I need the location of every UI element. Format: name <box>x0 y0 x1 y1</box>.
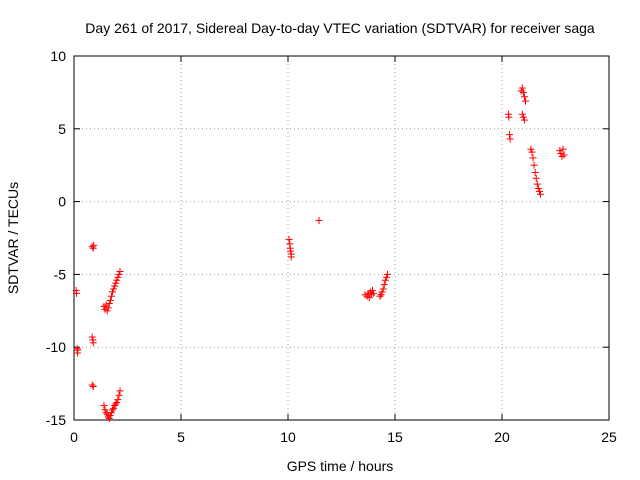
data-point <box>520 93 528 101</box>
data-point <box>100 401 108 409</box>
data-point <box>285 235 293 243</box>
axis-ticks <box>73 55 610 421</box>
data-point <box>559 145 567 153</box>
y-tick-label: 0 <box>58 194 66 210</box>
data-point <box>89 339 97 347</box>
data-point <box>106 297 114 305</box>
data-point <box>518 110 526 118</box>
data-point <box>111 282 119 290</box>
y-tick-label: 10 <box>50 48 66 64</box>
data-points <box>72 84 568 423</box>
data-point <box>287 247 295 255</box>
data-point <box>115 270 123 278</box>
data-point <box>104 304 112 312</box>
data-point <box>115 391 123 399</box>
data-point <box>107 409 115 417</box>
data-point <box>287 253 295 261</box>
data-point <box>537 190 545 198</box>
data-point <box>535 187 543 195</box>
data-point <box>505 131 513 139</box>
data-point <box>109 288 117 296</box>
data-point <box>315 217 323 225</box>
data-point <box>114 396 122 404</box>
data-point <box>381 276 389 284</box>
data-point <box>560 151 568 159</box>
data-point <box>519 113 527 121</box>
data-point <box>519 88 527 96</box>
y-tick-labels: -15 -10 -5 0 5 10 <box>46 48 66 428</box>
data-point <box>533 180 541 188</box>
data-point <box>556 147 564 155</box>
data-point <box>103 307 111 315</box>
data-point <box>518 84 526 92</box>
data-point <box>505 113 513 121</box>
data-point <box>530 161 538 169</box>
data-point <box>105 415 113 423</box>
data-point <box>110 285 118 293</box>
data-point <box>376 292 384 300</box>
data-point <box>113 276 121 284</box>
x-tick-label: 15 <box>387 429 403 445</box>
data-point <box>506 135 514 143</box>
data-point <box>105 300 113 308</box>
data-point <box>380 281 388 289</box>
y-tick-label: -10 <box>46 339 66 355</box>
data-point <box>110 404 118 412</box>
data-point <box>114 273 122 281</box>
data-point <box>101 406 109 414</box>
data-point <box>384 270 392 278</box>
x-axis-label: GPS time / hours <box>287 458 394 474</box>
data-point <box>116 267 124 275</box>
y-axis-label: SDTVAR / TECUs <box>5 182 21 294</box>
data-point <box>532 174 540 182</box>
data-point <box>529 154 537 162</box>
data-point <box>74 346 82 354</box>
plot-frame <box>73 55 610 421</box>
data-point <box>106 412 114 420</box>
y-tick-label: -15 <box>46 412 66 428</box>
data-point <box>557 150 565 158</box>
data-point <box>528 148 536 156</box>
data-point <box>107 292 115 300</box>
data-point <box>109 406 117 414</box>
data-point <box>522 97 530 105</box>
data-point <box>88 381 96 389</box>
data-point <box>379 285 387 293</box>
data-point <box>382 273 390 281</box>
x-tick-label: 0 <box>70 429 78 445</box>
data-point <box>89 383 97 391</box>
data-point <box>531 168 539 176</box>
data-point <box>88 333 96 341</box>
data-point <box>377 291 385 299</box>
data-point <box>88 243 96 251</box>
data-point <box>90 241 98 249</box>
chart-title: Day 261 of 2017, Sidereal Day-to-day VTE… <box>85 20 595 36</box>
x-tick-label: 10 <box>280 429 296 445</box>
y-tick-label: 5 <box>58 121 66 137</box>
data-point <box>112 400 120 408</box>
data-point <box>103 410 111 418</box>
x-tick-label: 20 <box>494 429 510 445</box>
grid-lines <box>74 56 609 420</box>
data-point <box>112 279 120 287</box>
data-point <box>534 184 542 192</box>
x-tick-label: 5 <box>177 429 185 445</box>
y-tick-label: -5 <box>54 266 67 282</box>
x-tick-labels: 0 5 10 15 20 25 <box>70 429 617 445</box>
data-point <box>527 145 535 153</box>
x-tick-label: 25 <box>601 429 617 445</box>
data-point <box>73 289 81 297</box>
data-point <box>378 288 386 296</box>
data-point <box>369 286 377 294</box>
data-point <box>116 387 124 395</box>
data-point <box>520 116 528 124</box>
data-point <box>113 399 121 407</box>
data-point <box>370 289 378 297</box>
